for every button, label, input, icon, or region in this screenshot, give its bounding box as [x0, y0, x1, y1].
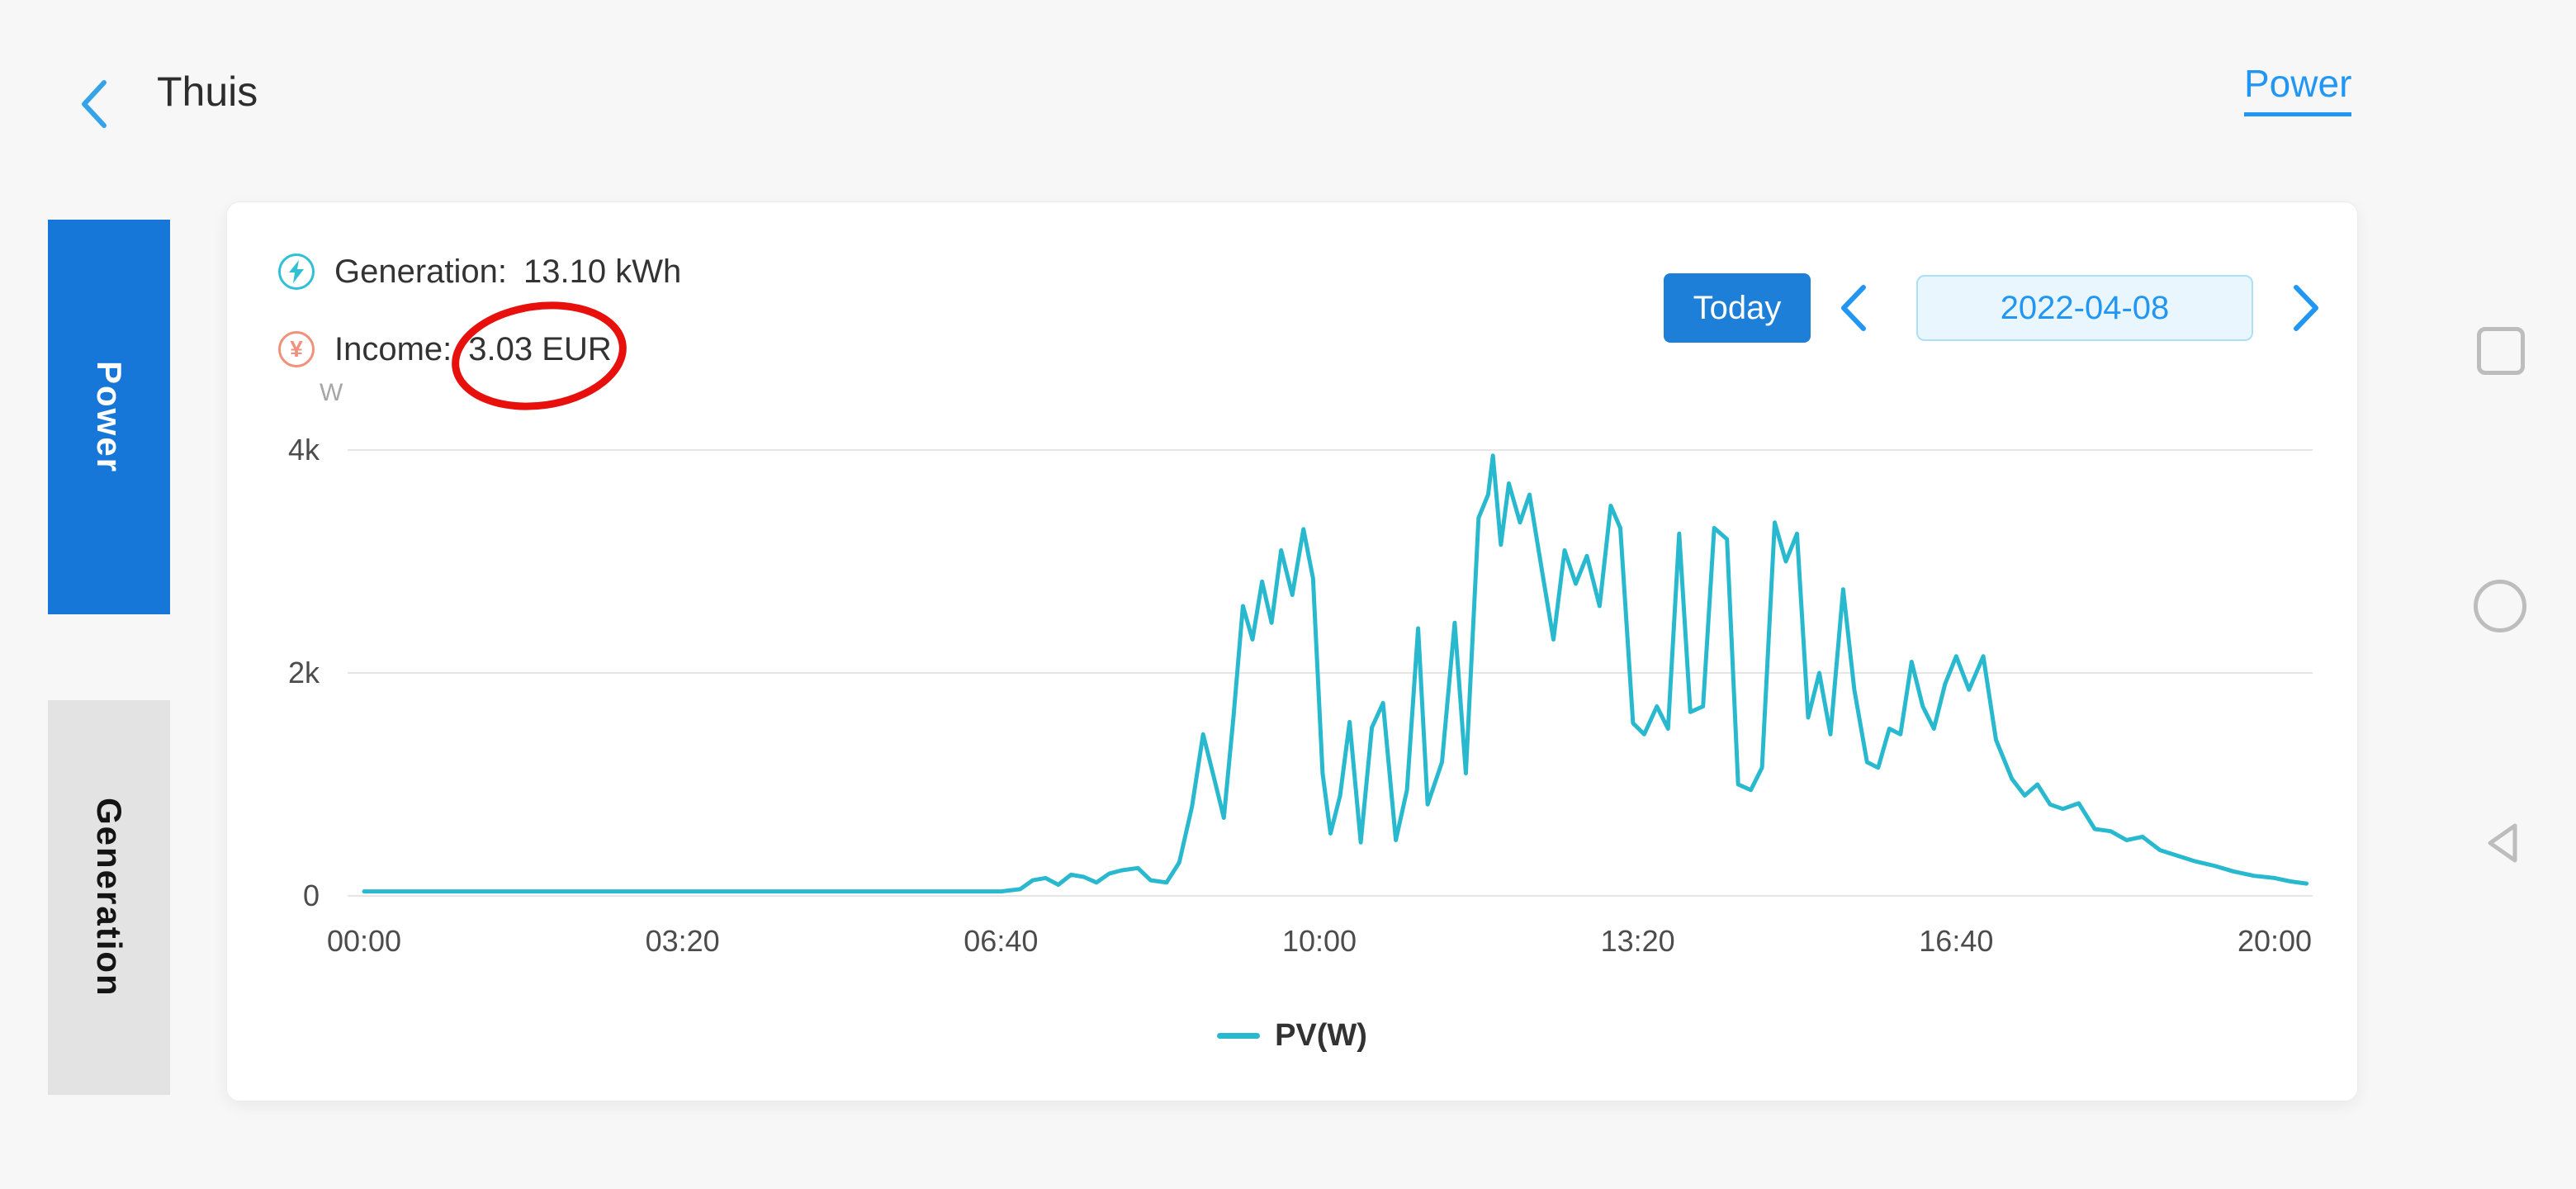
chevron-left-icon	[1841, 285, 1866, 331]
sidebar-tab-generation[interactable]: Generation	[48, 700, 170, 1095]
income-value: 3.03 EUR	[468, 330, 612, 367]
back-button[interactable]	[76, 78, 112, 130]
previous-day-button[interactable]	[1837, 283, 1870, 333]
page-title: Thuis	[157, 69, 258, 115]
y-axis-unit-label: W	[320, 379, 343, 406]
power-nav-link[interactable]: Power	[2244, 61, 2352, 116]
chevron-left-icon	[82, 80, 107, 128]
generation-value: 13.10 kWh	[523, 253, 682, 290]
date-picker[interactable]: 2022-04-08	[1916, 275, 2253, 341]
generation-stat-row: Generation: 13.10 kWh	[278, 250, 681, 293]
y-axis-tick-label: 4k	[287, 433, 320, 467]
legend-label: PV(W)	[1275, 1018, 1367, 1053]
chevron-right-icon	[2294, 285, 2318, 331]
income-stat-row: ¥ Income: 3.03 EUR	[278, 328, 612, 371]
sidebar-tab-generation-label: Generation	[90, 798, 129, 997]
chart-card: Generation: 13.10 kWh ¥ Income: 3.03 EUR…	[226, 201, 2358, 1101]
x-axis-tick-label: 10:00	[1281, 924, 1357, 958]
lightning-bolt-icon	[278, 253, 315, 290]
income-label: Income:	[334, 330, 452, 367]
sidebar-tab-power[interactable]: Power	[48, 220, 170, 614]
y-axis-tick-label: 2k	[287, 656, 320, 689]
android-back-button[interactable]	[2484, 822, 2522, 864]
sidebar-tab-power-label: Power	[90, 360, 129, 474]
x-axis-tick-label: 20:00	[2237, 924, 2313, 958]
generation-label: Generation:	[334, 253, 508, 290]
android-recents-button[interactable]	[2477, 327, 2525, 375]
today-button[interactable]: Today	[1664, 273, 1811, 343]
x-axis-tick-label: 13:20	[1600, 924, 1675, 958]
x-axis-tick-label: 06:40	[964, 924, 1039, 958]
x-axis-tick-label: 16:40	[1919, 924, 1994, 958]
legend-line-swatch	[1217, 1033, 1261, 1039]
yen-currency-icon: ¥	[278, 331, 315, 367]
x-axis-tick-label: 00:00	[326, 924, 402, 958]
android-home-button[interactable]	[2474, 580, 2526, 632]
y-axis-tick-label: 0	[302, 879, 320, 912]
back-triangle-icon	[2488, 823, 2517, 863]
next-day-button[interactable]	[2290, 283, 2323, 333]
pv-power-line-chart[interactable]	[348, 433, 2313, 912]
chart-legend: PV(W)	[227, 1018, 2357, 1054]
x-axis-tick-label: 03:20	[645, 924, 720, 958]
